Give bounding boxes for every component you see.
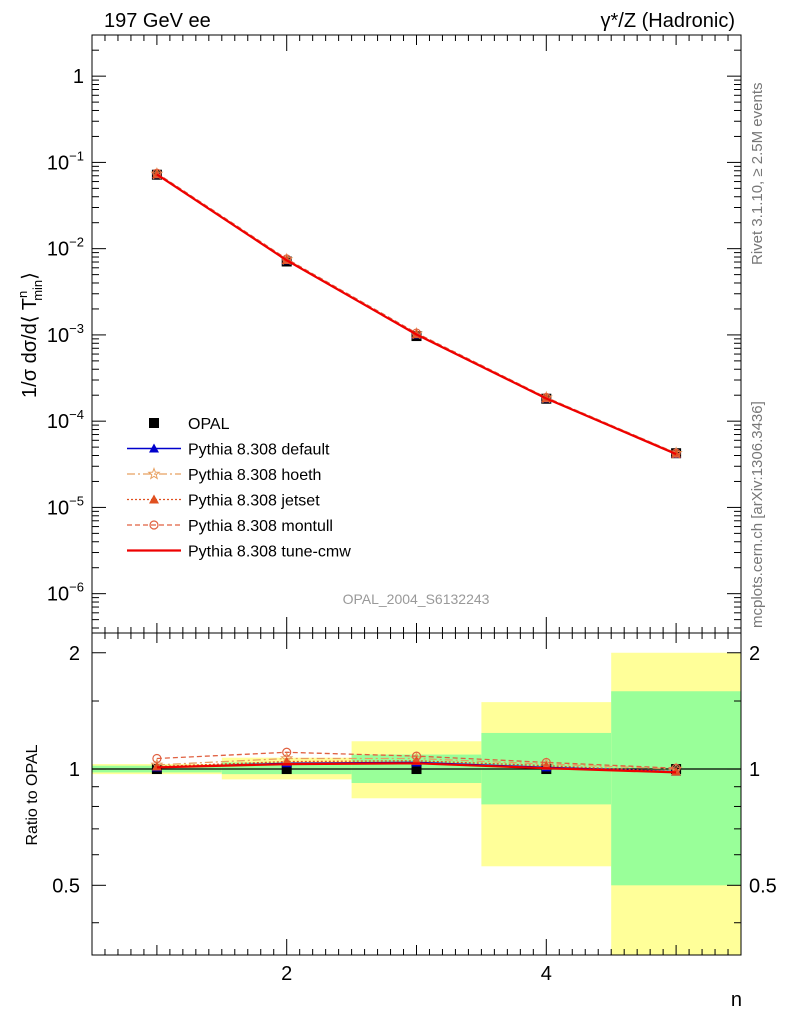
main-panel: 110−110−210−310−410−510−6 OPAL_2004_S613…: [15, 34, 742, 634]
legend-item-jetset: Pythia 8.308 jetset: [127, 493, 320, 510]
header-right: γ*/Z (Hadronic): [601, 10, 735, 32]
ratio-point-montull: [411, 751, 422, 761]
legend-item-hoeth: Pythia 8.308 hoeth: [127, 467, 321, 484]
legend: OPAL Pythia 8.308 default Pythia 8.308 hoe…: [127, 416, 351, 561]
series-line-hoeth: [156, 173, 677, 454]
main-ytick-label-base: 10: [47, 584, 69, 606]
main-ytick-label: 10−1: [47, 148, 84, 174]
main-ylabel-sup: n: [15, 291, 30, 298]
main-ytick-label-exp: −4: [69, 407, 84, 422]
main-ytick-label-exp: −2: [69, 235, 84, 250]
main-ylabel-main: 1/σ dσ/d⟨ T: [19, 298, 41, 398]
ratio-ytick-label-right: 1: [749, 759, 760, 781]
mcplots-label: mcplots.cern.ch [arXiv:1306.3436]: [749, 401, 766, 628]
xtick-label: 2: [281, 963, 292, 985]
legend-label-montull: Pythia 8.308 montull: [188, 518, 333, 535]
ratio-ytick-label: 0.5: [52, 875, 80, 897]
ratio-data-point: [281, 764, 292, 775]
main-ytick-label-base: 10: [47, 325, 69, 347]
main-ytick-label-base: 10: [47, 152, 69, 174]
legend-label-jetset: Pythia 8.308 jetset: [188, 493, 320, 510]
main-ytick-label-exp: −3: [69, 321, 84, 336]
main-ytick-label: 10−5: [47, 493, 84, 519]
ratio-point-montull: [152, 753, 162, 764]
series-line-default: [156, 173, 677, 455]
x-axis-label: n: [731, 989, 742, 1011]
main-ylabel-close: ⟩: [19, 272, 41, 280]
legend-label-data: OPAL: [188, 416, 230, 433]
main-ytick-label: 10−4: [47, 407, 84, 433]
ratio-line-montull: [156, 751, 677, 769]
legend-marker-hoeth: [147, 467, 161, 480]
rivet-label: Rivet 3.1.10, ≥ 2.5M events: [749, 83, 766, 266]
legend-marker-montull: [149, 520, 159, 530]
series-line-tunecmw: [156, 173, 677, 456]
ratio-ytick-label-right: 2: [749, 643, 760, 665]
ratio-data-point: [411, 764, 422, 775]
main-ylabel: 1/σ dσ/d⟨ Tnmin⟩: [15, 272, 45, 398]
main-ytick-label-exp: −6: [69, 580, 84, 595]
header-left: 197 GeV ee: [104, 10, 211, 32]
legend-item-tunecmw: Pythia 8.308 tune-cmw: [127, 544, 351, 561]
legend-item-montull: Pythia 8.308 montull: [127, 518, 333, 535]
legend-label-default: Pythia 8.308 default: [188, 442, 330, 459]
main-ytick-label: 10−6: [47, 580, 84, 606]
ratio-panel: 0.5 0.5 1 1 2 2 2 4 Ratio to OPAL: [24, 632, 777, 985]
xtick-label: 4: [541, 963, 552, 985]
series-line-jetset: [156, 173, 677, 455]
series-line-montull: [156, 172, 677, 454]
main-ytick-label-base: 10: [47, 411, 69, 433]
ratio-ytick-label: 1: [69, 759, 80, 781]
ratio-band-inner: [611, 691, 741, 886]
main-ytick-label: 10−2: [47, 235, 84, 261]
ratio-ytick-label: 2: [69, 643, 80, 665]
legend-label-tunecmw: Pythia 8.308 tune-cmw: [188, 544, 351, 561]
legend-marker-jetset: [149, 494, 159, 504]
main-ytick-label: 1: [73, 66, 84, 88]
legend-label-hoeth: Pythia 8.308 hoeth: [188, 467, 321, 484]
analysis-id: OPAL_2004_S6132243: [343, 591, 490, 607]
ratio-line-jetset: [156, 760, 677, 773]
main-ytick-label-base: 10: [47, 497, 69, 519]
ratio-point-montull: [282, 747, 292, 757]
legend-marker-opal: [149, 418, 159, 428]
series-point-montull: [152, 168, 162, 178]
ratio-ytick-label-right: 0.5: [749, 875, 777, 897]
legend-item-default: Pythia 8.308 default: [127, 442, 330, 459]
main-ytick-label-exp: −1: [69, 148, 84, 163]
ratio-line-tunecmw: [156, 762, 677, 774]
ratio-ylabel: Ratio to OPAL: [24, 744, 41, 845]
legend-marker-default: [149, 443, 159, 453]
main-ytick-label-base: 1: [73, 66, 84, 88]
main-ytick-label-base: 10: [47, 239, 69, 261]
main-ylabel-sub: min: [30, 280, 45, 301]
main-ytick-label: 10−3: [47, 321, 84, 347]
legend-item-data: OPAL: [149, 416, 230, 433]
ratio-point-montull: [541, 757, 551, 768]
main-ytick-label-exp: −5: [69, 493, 84, 508]
